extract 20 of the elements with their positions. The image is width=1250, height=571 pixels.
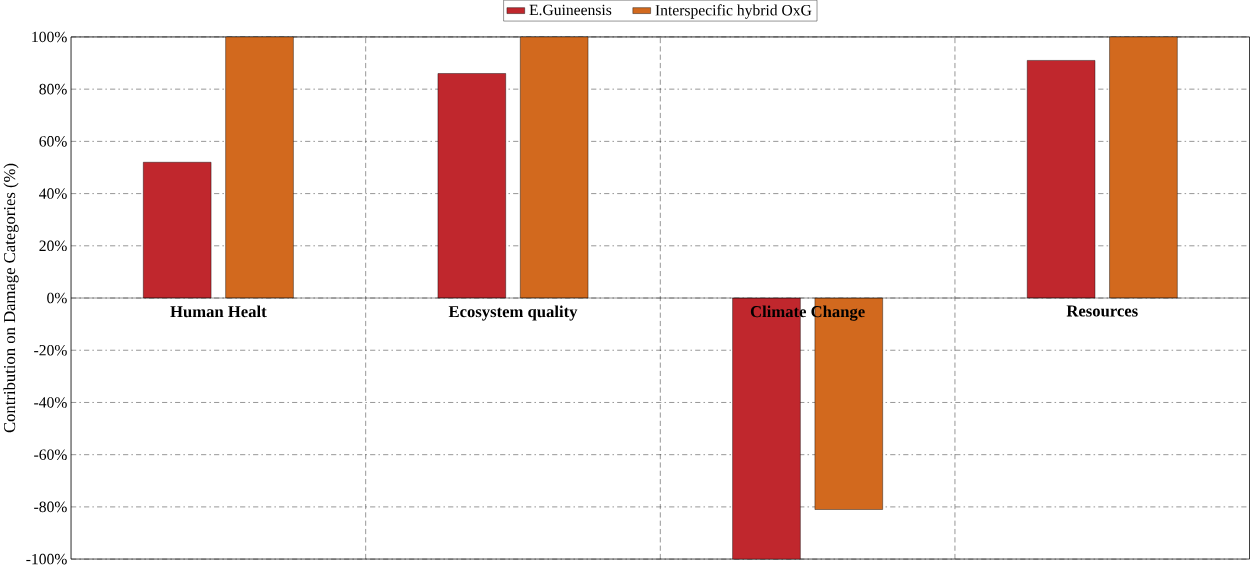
y-axis-title: Contribution on Damage Categories (%) bbox=[3, 163, 19, 433]
y-tick-label: 40% bbox=[39, 188, 67, 200]
x-tick-label: Resources bbox=[1066, 305, 1138, 317]
y-tick-label: 0% bbox=[47, 292, 67, 304]
y-tick-label: 100% bbox=[32, 31, 67, 43]
y-tick-label: -100% bbox=[26, 553, 67, 565]
x-tick-label: Ecosystem quality bbox=[448, 305, 578, 321]
x-tick-label: Human Healt bbox=[170, 305, 267, 318]
y-tick-label: -40% bbox=[34, 397, 67, 408]
bar bbox=[437, 73, 506, 299]
bar bbox=[1027, 60, 1096, 299]
legend-label: Interspecific hybrid OxG bbox=[655, 4, 812, 19]
y-tick-label: -20% bbox=[34, 345, 67, 356]
y-tick-label: -60% bbox=[34, 449, 67, 461]
legend-label: E.Guineensis bbox=[529, 4, 612, 16]
y-tick-label: 20% bbox=[39, 240, 67, 252]
y-tick-label: 80% bbox=[39, 84, 67, 95]
y-tick-label: -80% bbox=[34, 501, 67, 513]
bar bbox=[143, 162, 212, 299]
y-tick-label: 60% bbox=[39, 136, 67, 147]
